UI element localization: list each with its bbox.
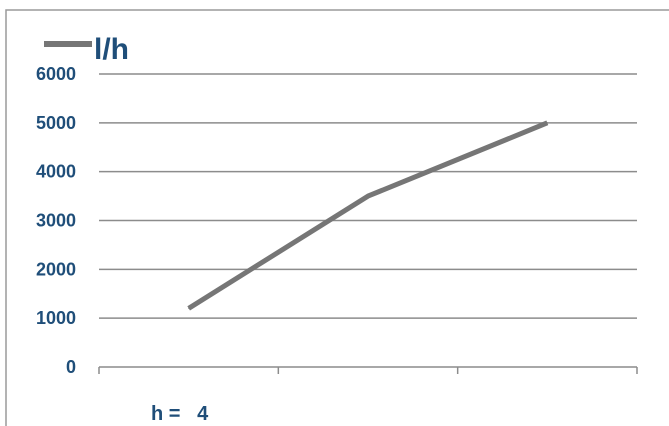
data-point-0-1 bbox=[367, 195, 369, 197]
data-point-0-0 bbox=[188, 307, 190, 309]
y-tick-labels: 0 1000 2000 3000 4000 5000 6000 bbox=[36, 64, 76, 377]
y-tick-label-1000: 1000 bbox=[36, 308, 76, 328]
y-tick-label-6000: 6000 bbox=[36, 64, 76, 84]
y-tick-label-3000: 3000 bbox=[36, 211, 76, 231]
y-tick-label-5000: 5000 bbox=[36, 113, 76, 133]
axes bbox=[98, 366, 638, 374]
y-tick-label-2000: 2000 bbox=[36, 259, 76, 279]
x-axis-label: h = 4 bbox=[151, 403, 209, 425]
y-tick-label-0: 0 bbox=[66, 357, 76, 377]
series-lines bbox=[187, 120, 549, 311]
legend: l/h bbox=[44, 33, 129, 66]
legend-label-l-h: l/h bbox=[94, 33, 129, 66]
data-point-0-2 bbox=[546, 122, 548, 124]
y-tick-label-4000: 4000 bbox=[36, 162, 76, 182]
